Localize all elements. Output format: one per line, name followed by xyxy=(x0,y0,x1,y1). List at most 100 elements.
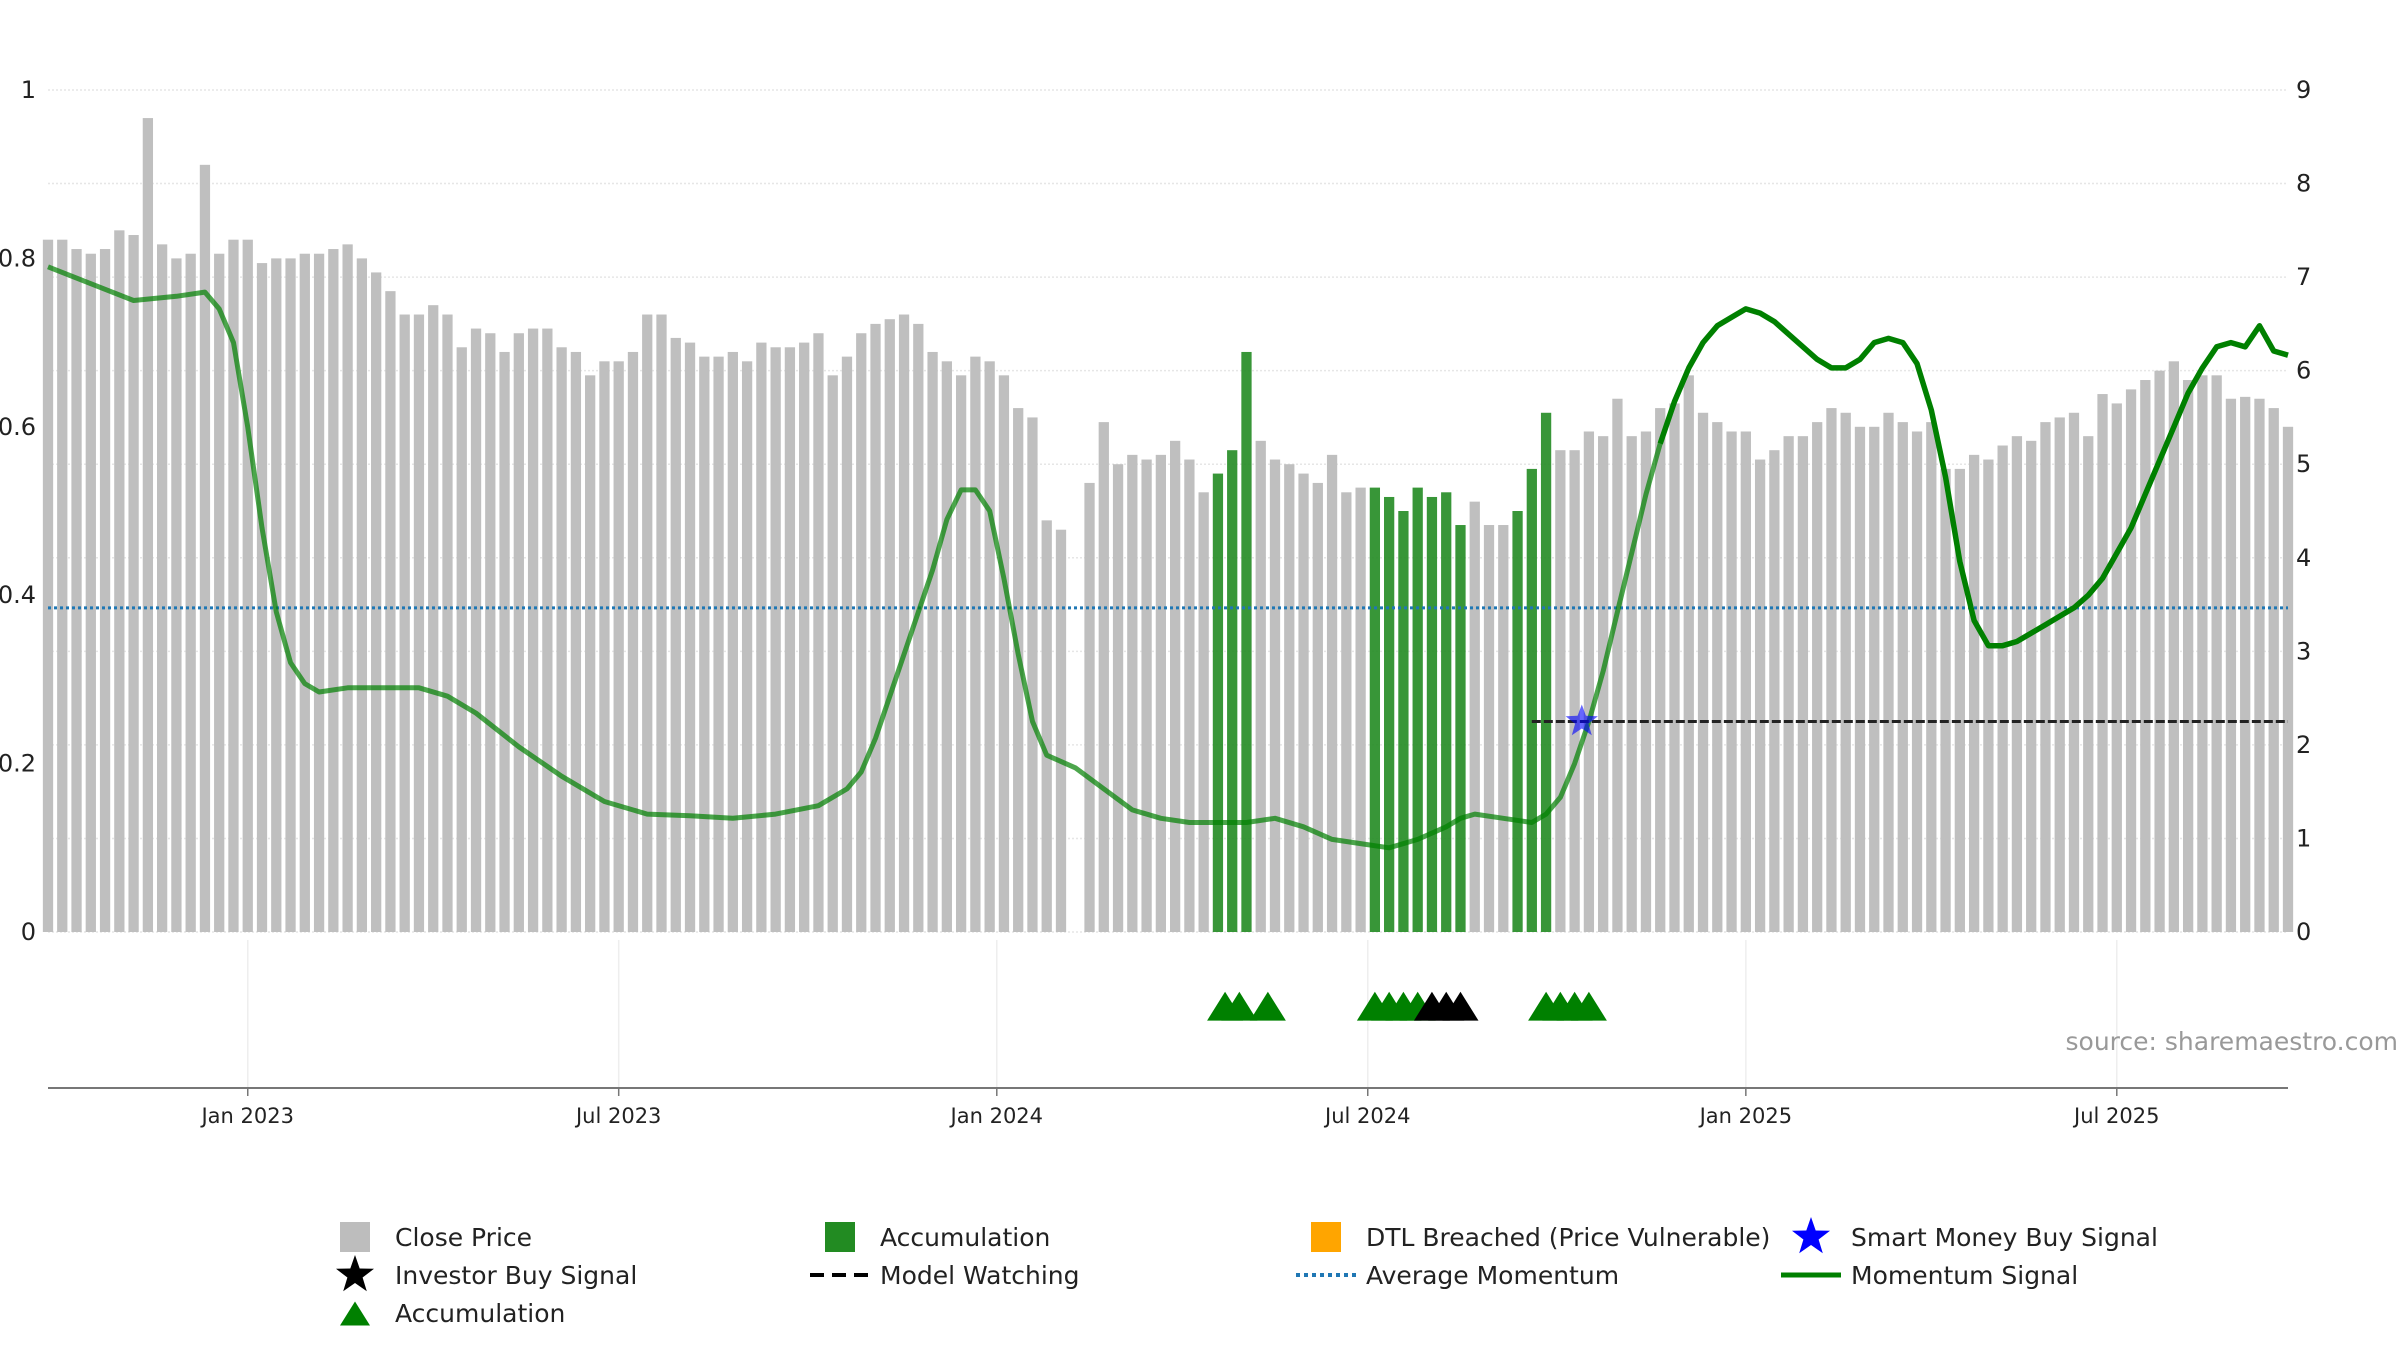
price-bar xyxy=(1954,468,1965,932)
right-tick-label: 3 xyxy=(2296,637,2311,665)
x-tick-label: Jul 2024 xyxy=(1323,1104,1410,1128)
accumulation-bar xyxy=(1398,511,1409,932)
price-bar xyxy=(1726,431,1737,932)
price-bar xyxy=(913,323,924,932)
price-bar xyxy=(884,319,895,933)
legend-label-accum_tri: Accumulation xyxy=(395,1299,565,1328)
price-bar xyxy=(1341,492,1352,932)
price-bar xyxy=(1926,422,1937,932)
left-tick-label: 1 xyxy=(21,76,36,104)
price-bar xyxy=(841,356,853,932)
right-tick-label: 5 xyxy=(2296,450,2311,478)
legend-label-avg: Average Momentum xyxy=(1366,1261,1619,1290)
left-tick-label: 0.4 xyxy=(0,581,36,609)
legend-star-smart xyxy=(1792,1217,1830,1254)
price-bar xyxy=(2011,436,2023,932)
price-bar xyxy=(2068,412,2080,932)
legend-item-mom: Momentum Signal xyxy=(1781,1261,2078,1290)
price-bar xyxy=(1255,440,1266,932)
price-bar xyxy=(485,333,496,932)
legend-item-watching: Model Watching xyxy=(810,1261,1080,1290)
price-bar xyxy=(2182,380,2194,932)
legend-item-accum_tri: Accumulation xyxy=(340,1299,565,1328)
investor-buy-triangle-marker xyxy=(1442,991,1479,1021)
price-bar xyxy=(356,258,368,932)
price-bar xyxy=(1612,398,1623,933)
price-bar xyxy=(1326,454,1338,932)
price-bar xyxy=(342,244,353,932)
price-bar xyxy=(1041,520,1052,932)
price-bar xyxy=(157,244,168,932)
price-bar xyxy=(256,263,268,933)
price-bar xyxy=(827,375,838,933)
accumulation-bar xyxy=(1212,473,1224,932)
accumulation-bar xyxy=(1526,468,1537,932)
legend-label-accum_bar: Accumulation xyxy=(880,1223,1050,1252)
signal-markers xyxy=(1207,704,1607,1021)
right-tick-label: 2 xyxy=(2296,731,2311,759)
price-bar xyxy=(1269,459,1281,932)
price-bar xyxy=(1626,436,1637,932)
price-bar xyxy=(2097,394,2108,932)
price-bar xyxy=(2154,370,2165,932)
accumulation-bar xyxy=(1412,487,1423,932)
right-tick-label: 0 xyxy=(2296,918,2311,946)
smart-money-buy-star xyxy=(1565,704,1598,736)
price-bar xyxy=(627,351,639,933)
price-bar xyxy=(898,314,910,932)
price-bar xyxy=(470,328,482,932)
price-bar xyxy=(2211,375,2222,933)
legend-item-smart: Smart Money Buy Signal xyxy=(1792,1217,2158,1254)
right-tick-label: 7 xyxy=(2296,263,2311,291)
price-bar xyxy=(2040,422,2051,932)
left-tick-label: 0.6 xyxy=(0,413,36,441)
price-bar xyxy=(1740,431,1751,932)
price-bar xyxy=(927,351,938,933)
price-bar xyxy=(713,356,724,932)
price-bar xyxy=(727,351,738,933)
price-bar xyxy=(1469,501,1480,932)
price-bar xyxy=(1869,426,1880,932)
price-bar xyxy=(656,314,667,932)
accumulation-bar xyxy=(1540,412,1552,932)
price-bar xyxy=(1483,525,1495,932)
price-bar xyxy=(2054,417,2065,932)
right-tick-label: 4 xyxy=(2296,544,2311,572)
price-bar xyxy=(570,351,582,933)
momentum-signal-line xyxy=(1657,306,2289,649)
left-tick-label: 0 xyxy=(21,918,36,946)
price-bar xyxy=(299,253,310,933)
price-bar xyxy=(313,253,325,933)
accumulation-triangle-marker xyxy=(1249,991,1286,1021)
price-bar xyxy=(385,291,396,932)
price-bar xyxy=(428,305,439,932)
price-bar xyxy=(371,272,382,932)
price-bar xyxy=(1697,412,1709,932)
price-bar xyxy=(1583,431,1595,932)
price-bar xyxy=(585,375,596,933)
price-bar xyxy=(1712,422,1723,932)
price-bar xyxy=(2111,403,2122,932)
price-bar xyxy=(970,356,981,932)
accumulation-bar xyxy=(1384,496,1395,932)
price-bars xyxy=(42,118,2294,933)
price-bar xyxy=(2083,436,2094,932)
right-tick-label: 6 xyxy=(2296,357,2311,385)
price-bar xyxy=(599,361,610,932)
price-bar xyxy=(42,239,54,932)
price-bar xyxy=(1098,422,1109,932)
price-bar xyxy=(442,314,453,932)
price-bar xyxy=(1783,436,1794,932)
legend-item-avg: Average Momentum xyxy=(1296,1261,1619,1290)
legend-triangle-accum_tri xyxy=(340,1301,370,1326)
price-bar xyxy=(527,328,539,932)
price-bar xyxy=(1769,450,1780,932)
price-bar xyxy=(1498,525,1509,932)
price-bar xyxy=(228,239,239,932)
accumulation-bar xyxy=(1369,487,1381,932)
price-bar xyxy=(1826,408,1837,933)
price-bar xyxy=(856,333,867,932)
price-bar xyxy=(2197,375,2208,933)
